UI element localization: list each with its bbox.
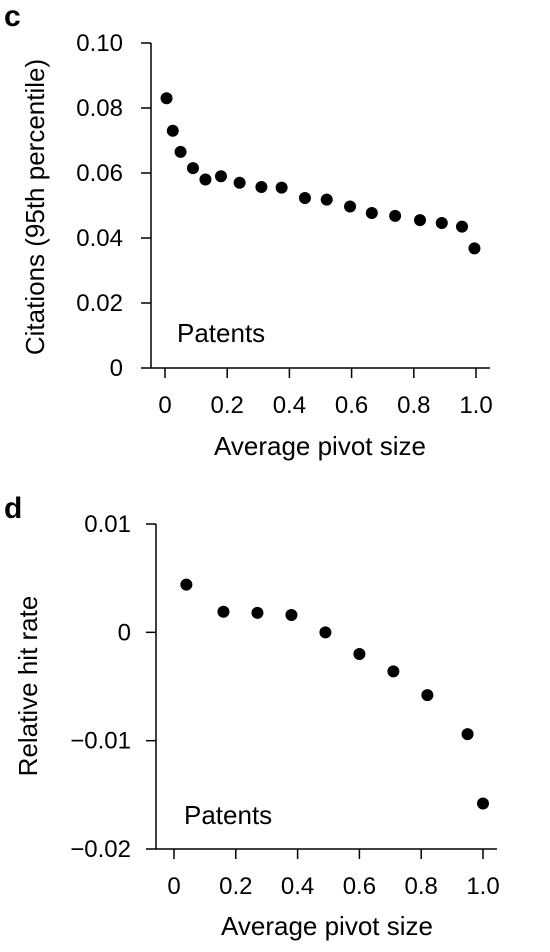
panel-c-chart: c Citations (95th percentile) Average pi…: [4, 0, 493, 461]
data-point: [298, 192, 311, 205]
y-tick-label: −0.02: [70, 836, 131, 863]
data-point: [251, 606, 264, 619]
data-point: [344, 200, 357, 213]
y-ticks-d: −0.02 −0.01 0 0.01: [70, 511, 156, 863]
y-tick-label: 0: [118, 619, 131, 646]
x-tick-label: 0.2: [219, 873, 252, 900]
x-tick-label: 0.8: [397, 392, 430, 419]
data-point: [353, 648, 366, 660]
y-tick-label: 0.08: [76, 95, 123, 122]
x-ticks-c: 0 0.2 0.4 0.6 0.8 1.0: [158, 368, 493, 419]
data-point: [160, 92, 173, 105]
y-axis-title-d: Relative hit rate: [13, 596, 43, 777]
data-point: [275, 181, 288, 194]
data-point: [389, 209, 402, 222]
data-point: [421, 689, 434, 702]
y-axis-title-c: Citations (95th percentile): [20, 59, 50, 355]
y-tick-label: 0.06: [76, 160, 123, 187]
y-tick-label: 0: [110, 355, 123, 382]
y-tick-label: 0.01: [84, 511, 131, 538]
data-point: [387, 665, 400, 678]
x-tick-label: 0.6: [335, 392, 368, 419]
points-d: [180, 578, 489, 810]
data-point: [435, 217, 448, 230]
y-tick-label: −0.01: [70, 728, 131, 755]
x-tick-label: 0.4: [273, 392, 306, 419]
data-point: [166, 124, 179, 137]
x-axis-title-d: Average pivot size: [221, 911, 433, 941]
x-tick-label: 0.8: [405, 873, 438, 900]
data-point: [461, 728, 474, 741]
data-point: [186, 162, 199, 175]
data-point: [285, 609, 298, 621]
data-point: [214, 170, 227, 183]
x-tick-label: 0.2: [211, 392, 244, 419]
y-tick-label: 0.02: [76, 290, 123, 317]
x-tick-label: 0: [167, 873, 180, 900]
x-tick-label: 1.0: [466, 873, 499, 900]
data-point: [320, 193, 333, 206]
data-point: [255, 180, 268, 193]
y-tick-label: 0.04: [76, 225, 123, 252]
data-point: [199, 173, 212, 186]
y-ticks-c: 0 0.02 0.04 0.06 0.08 0.10: [76, 30, 151, 382]
x-tick-label: 0.6: [343, 873, 376, 900]
points-c: [160, 92, 481, 255]
y-tick-label: 0.10: [76, 30, 123, 57]
x-tick-label: 0.4: [281, 873, 314, 900]
data-point: [319, 626, 332, 639]
panel-label-d: d: [4, 492, 22, 525]
annotation-patents-c: Patents: [177, 318, 265, 348]
data-point: [233, 176, 246, 189]
data-point: [477, 797, 489, 810]
panel-d-chart: d Relative hit rate Average pivot size P…: [4, 492, 500, 941]
data-point: [414, 214, 427, 227]
data-point: [174, 145, 187, 158]
annotation-patents-d: Patents: [184, 800, 272, 830]
data-point: [180, 578, 193, 591]
panel-label-c: c: [4, 0, 21, 33]
data-point: [468, 242, 481, 255]
x-axis-title-c: Average pivot size: [214, 431, 426, 461]
x-ticks-d: 0 0.2 0.4 0.6 0.8 1.0: [167, 849, 500, 900]
x-tick-label: 1.0: [459, 392, 492, 419]
data-point: [456, 220, 469, 233]
data-point: [365, 206, 378, 219]
data-point: [217, 605, 230, 618]
x-tick-label: 0: [158, 392, 171, 419]
